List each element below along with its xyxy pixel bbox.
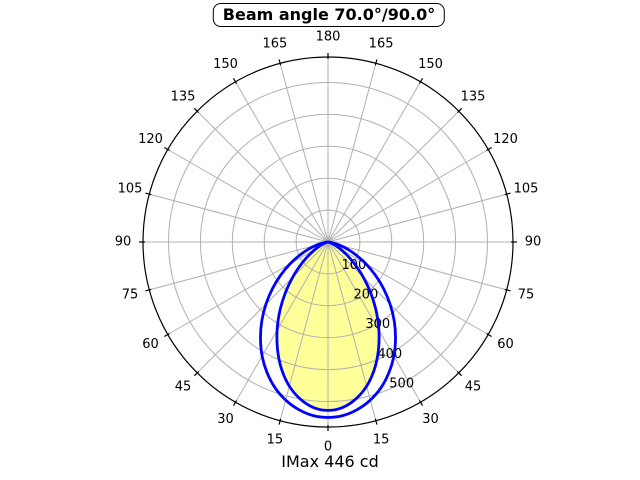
polar-spoke <box>327 193 507 243</box>
polar-spoke <box>327 241 460 374</box>
r-tick-label: 500 <box>389 376 414 391</box>
theta-tick-label: 105 <box>118 181 143 196</box>
polar-theta-tick <box>164 146 170 152</box>
theta-tick-label: 60 <box>142 337 159 352</box>
polar-theta-tick <box>504 192 511 196</box>
polar-spoke <box>327 241 489 335</box>
theta-tick-label: 105 <box>514 181 539 196</box>
theta-tick-label: 45 <box>465 380 482 395</box>
theta-tick-label: 45 <box>175 380 192 395</box>
theta-tick-label: 15 <box>373 433 390 448</box>
polar-theta-tick <box>145 288 152 292</box>
polar-spoke <box>235 81 329 243</box>
polar-theta-tick <box>418 400 424 406</box>
polar-spoke <box>167 241 329 335</box>
polar-spoke <box>167 149 329 243</box>
theta-tick-label: 0 <box>324 440 332 455</box>
polar-spoke <box>327 241 421 403</box>
polar-spoke <box>196 241 329 374</box>
polar-theta-tick <box>456 370 463 377</box>
theta-tick-label: 150 <box>418 57 443 72</box>
intensity-curve-beam_70deg_plane <box>275 240 381 412</box>
polar-theta-tick <box>193 370 200 377</box>
theta-tick-label: 180 <box>316 30 341 45</box>
polar-theta-tick <box>456 107 463 114</box>
polar-spoke <box>327 81 421 243</box>
theta-tick-label: 60 <box>497 337 514 352</box>
polar-spoke <box>327 149 489 243</box>
chart-title: Beam angle 70.0°/90.0° <box>212 3 446 27</box>
theta-tick-label: 75 <box>122 288 139 303</box>
polar-spoke <box>196 110 329 243</box>
polar-theta-tick <box>418 78 424 84</box>
polar-spoke <box>149 193 329 243</box>
r-tick-label: 400 <box>377 347 402 362</box>
theta-tick-label: 165 <box>369 37 394 52</box>
polar-theta-tick <box>193 107 200 114</box>
polar-theta-tick <box>164 332 170 338</box>
polar-theta-tick <box>278 418 282 425</box>
polar-spoke <box>327 63 377 243</box>
polar-spoke <box>327 241 507 291</box>
polar-spoke <box>235 241 329 403</box>
theta-tick-label: 30 <box>422 412 439 427</box>
theta-tick-label: 135 <box>171 90 196 105</box>
intensity-curve-beam_90deg_plane <box>259 240 397 419</box>
polar-spoke <box>149 241 329 291</box>
polar-theta-tick <box>232 400 238 406</box>
imax-label: IMax 446 cd <box>281 452 379 471</box>
polar-theta-tick <box>504 288 511 292</box>
polar-spoke <box>327 241 377 421</box>
polar-spoke <box>327 110 460 243</box>
theta-tick-label: 120 <box>138 132 163 147</box>
polar-spoke <box>279 241 329 421</box>
theta-tick-label: 30 <box>217 412 234 427</box>
theta-tick-label: 120 <box>493 132 518 147</box>
polar-theta-tick <box>374 418 378 425</box>
theta-tick-label: 90 <box>525 235 542 250</box>
theta-tick-label: 135 <box>461 90 486 105</box>
theta-tick-label: 90 <box>115 235 132 250</box>
polar-theta-tick <box>145 192 152 196</box>
polar-spoke <box>279 63 329 243</box>
polar-theta-tick <box>232 78 238 84</box>
theta-tick-label: 165 <box>262 37 287 52</box>
polar-theta-tick <box>374 59 378 66</box>
polar-theta-tick <box>278 59 282 66</box>
theta-tick-label: 150 <box>213 57 238 72</box>
theta-tick-label: 75 <box>518 288 535 303</box>
theta-tick-label: 15 <box>267 433 284 448</box>
polar-theta-tick <box>486 332 492 338</box>
polar-theta-tick <box>486 146 492 152</box>
